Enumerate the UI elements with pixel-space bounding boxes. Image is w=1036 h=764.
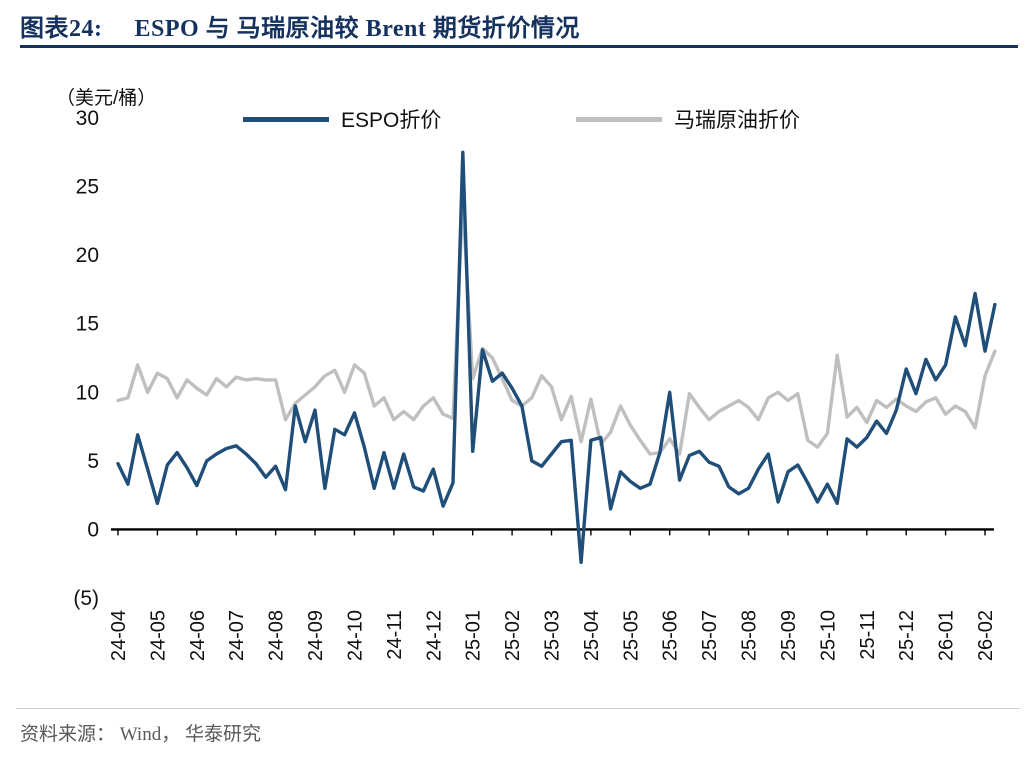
x-tick-label: 25-05 — [620, 610, 642, 661]
y-tick-label: 5 — [87, 450, 99, 473]
x-tick-label: 24-11 — [384, 610, 406, 660]
x-tick-label: 24-12 — [423, 610, 445, 661]
y-tick-label: 0 — [87, 518, 99, 541]
legend-label-merey: 马瑞原油折价 — [674, 109, 800, 132]
figure-title: 图表24: ESPO 与 马瑞原油较 Brent 期货折价情况 — [20, 8, 580, 43]
y-tick-label: 25 — [76, 176, 99, 199]
legend-item-espo: ESPO折价 — [243, 104, 441, 134]
x-tick-label: 24-08 — [266, 610, 288, 661]
x-tick-label: 26-01 — [936, 610, 958, 661]
y-axis-unit-label: （美元/桶） — [56, 88, 157, 109]
legend-item-merey: 马瑞原油折价 — [576, 104, 800, 134]
x-tick-label: 24-07 — [226, 610, 248, 661]
x-tick-label: 26-02 — [975, 610, 997, 661]
x-tick-label: 24-10 — [344, 610, 366, 661]
title-underline — [20, 45, 1018, 48]
x-tick-label: 25-03 — [542, 610, 564, 661]
figure-title-text: ESPO 与 马瑞原油较 Brent 期货折价情况 — [134, 16, 580, 42]
x-tick-label: 24-04 — [108, 610, 130, 661]
x-tick-label: 25-01 — [463, 610, 485, 661]
figure-number: 图表24: — [20, 16, 103, 42]
merey-line-swatch-icon — [576, 116, 662, 122]
y-tick-label: 20 — [76, 244, 99, 267]
y-tick-label: 30 — [76, 107, 99, 130]
x-tick-label: 25-11 — [857, 610, 879, 660]
x-tick-label: 24-09 — [305, 610, 327, 661]
x-tick-label: 25-08 — [739, 610, 761, 661]
y-tick-label: 15 — [76, 313, 99, 336]
source-note: 资料来源： Wind， 华泰研究 — [20, 724, 261, 745]
x-tick-label: 24-06 — [187, 610, 209, 661]
x-tick-label: 25-12 — [896, 610, 918, 661]
x-tick-label: 25-02 — [502, 610, 524, 661]
y-tick-label: 10 — [76, 381, 99, 404]
footer-divider — [16, 708, 1020, 709]
espo-line-swatch-icon — [243, 116, 329, 122]
merey-series-line — [116, 199, 997, 456]
x-tick-label: 25-04 — [581, 610, 603, 661]
espo-series-line — [116, 150, 997, 564]
x-tick-label: 25-07 — [699, 610, 721, 661]
x-tick-label: 25-06 — [660, 610, 682, 661]
x-tick-label: 25-10 — [817, 610, 839, 661]
y-tick-label: (5) — [73, 587, 99, 610]
legend-label-espo: ESPO折价 — [341, 109, 442, 132]
x-tick-label: 25-09 — [778, 610, 800, 661]
x-tick-label: 24-05 — [147, 610, 169, 661]
